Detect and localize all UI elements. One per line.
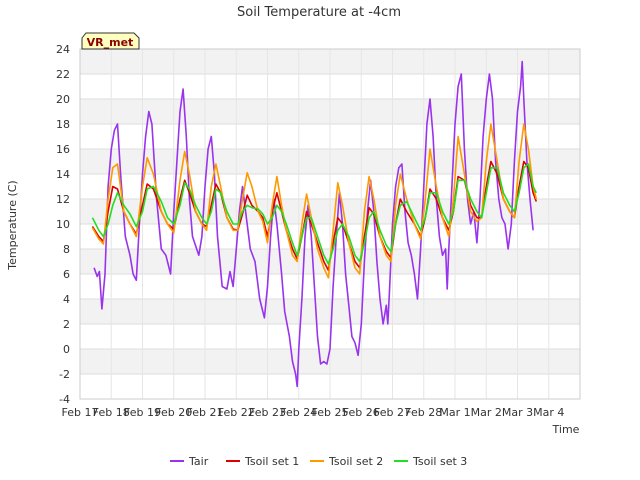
series-layer xyxy=(91,60,538,388)
x-tick-label: Feb 21 xyxy=(187,406,224,419)
x-tick-label: Feb 22 xyxy=(218,406,255,419)
y-tick-label: 6 xyxy=(63,268,70,281)
y-tick-label: 22 xyxy=(56,68,70,81)
x-tick-label: Mar 4 xyxy=(533,406,564,419)
station-badge-label: VR_met xyxy=(87,36,134,49)
x-tick-label: Feb 28 xyxy=(405,406,442,419)
x-axis-label: Time xyxy=(552,423,580,436)
y-tick-label: 4 xyxy=(63,293,70,306)
y-tick-label: -2 xyxy=(59,368,70,381)
x-tick-label: Mar 1 xyxy=(439,406,470,419)
y-tick-label: -4 xyxy=(59,393,70,406)
legend: Tair Tsoil set 1 Tsoil set 2 Tsoil set 3 xyxy=(170,455,467,468)
x-tick-label: Feb 25 xyxy=(312,406,349,419)
plot-frame xyxy=(79,48,581,400)
x-tick-label: Feb 26 xyxy=(343,406,380,419)
x-tick-label: Mar 3 xyxy=(502,406,533,419)
x-tick-label: Feb 24 xyxy=(280,406,317,419)
legend-label-tsoil-set-1: Tsoil set 1 xyxy=(244,455,299,468)
y-tick-label: 14 xyxy=(56,168,70,181)
legend-label-tsoil-set-2: Tsoil set 2 xyxy=(328,455,383,468)
legend-label-tair: Tair xyxy=(188,455,209,468)
y-tick-label: 12 xyxy=(56,193,70,206)
x-tick-label: Feb 19 xyxy=(124,406,161,419)
chart-title: Soil Temperature at -4cm xyxy=(237,5,401,20)
y-tick-label: 24 xyxy=(56,43,70,56)
station-badge: VR_met xyxy=(81,32,140,50)
x-tick-label: Feb 18 xyxy=(93,406,130,419)
y-tick-label: 18 xyxy=(56,118,70,131)
series-line-tair xyxy=(93,60,534,388)
y-tick-label: 8 xyxy=(63,243,70,256)
series-line-tsoil-set-3 xyxy=(91,163,538,265)
x-tick-label: Mar 2 xyxy=(471,406,502,419)
x-tick-label: Feb 27 xyxy=(374,406,411,419)
x-tick-label: Feb 20 xyxy=(155,406,192,419)
legend-label-tsoil-set-3: Tsoil set 3 xyxy=(412,455,467,468)
series-line-tsoil-set-2 xyxy=(91,123,538,279)
y-tick-label: 2 xyxy=(63,318,70,331)
y-tick-label: 10 xyxy=(56,218,70,231)
x-tick-label: Feb 17 xyxy=(62,406,99,419)
station-badge-box xyxy=(81,32,140,50)
x-tick-label: Feb 23 xyxy=(249,406,286,419)
y-tick-label: 16 xyxy=(56,143,70,156)
y-tick-label: 0 xyxy=(63,343,70,356)
y-tick-label: 20 xyxy=(56,93,70,106)
y-axis-label: Temperature (C) xyxy=(6,180,19,270)
